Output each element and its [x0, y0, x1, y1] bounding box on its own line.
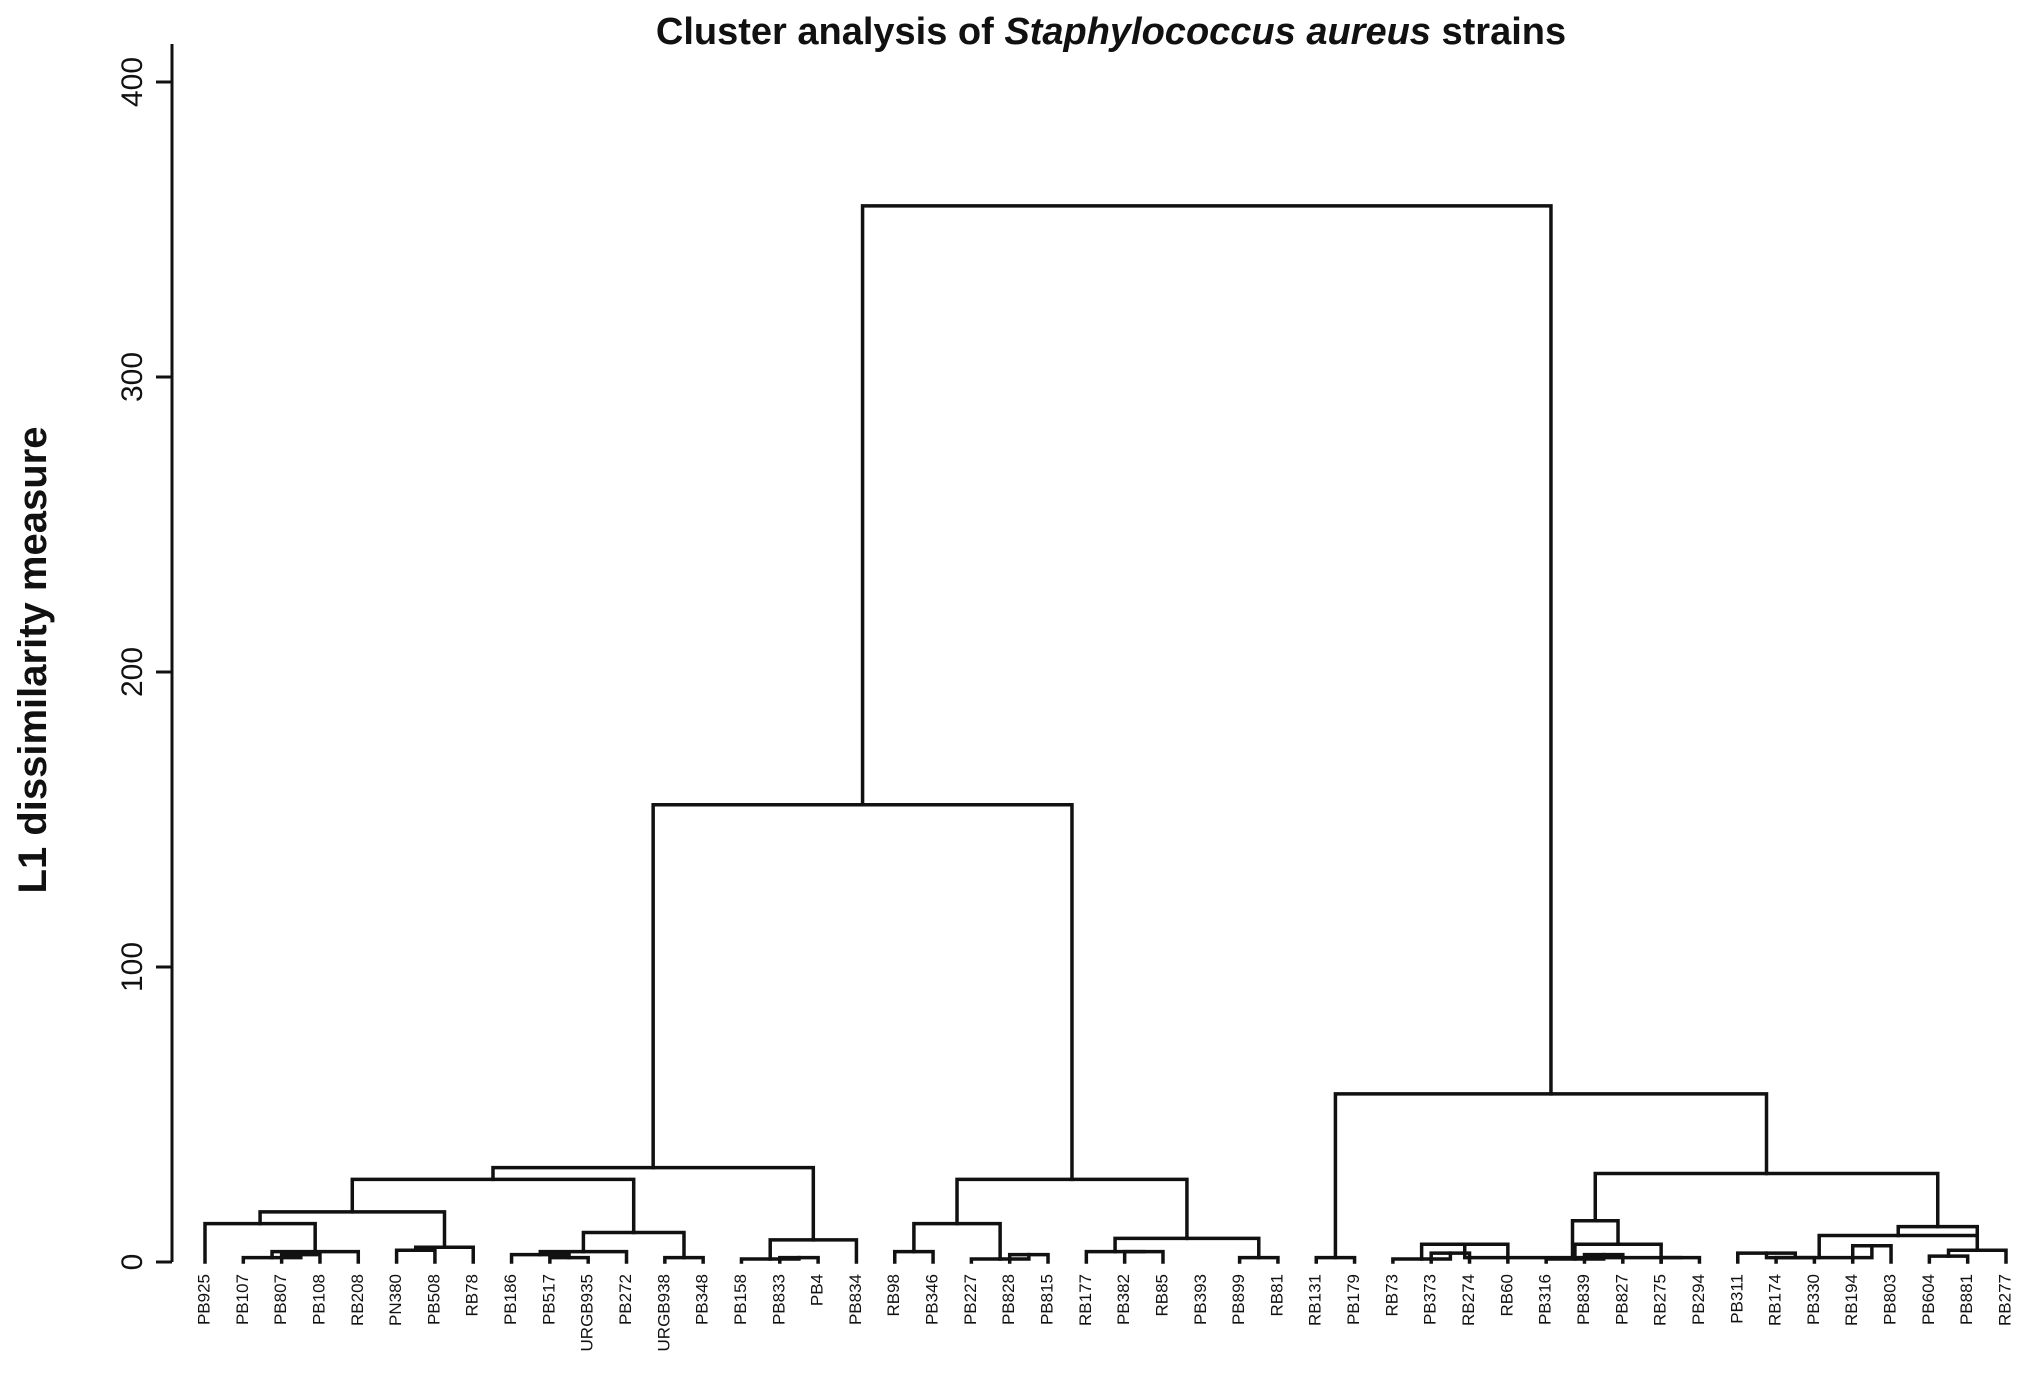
- dendrogram-link: [1896, 1224, 1980, 1252]
- dendrogram-link: [1084, 1249, 1146, 1264]
- leaf-label: PB604: [1919, 1274, 1938, 1325]
- dendrogram-links: [203, 204, 2008, 1264]
- leaf-label: RB78: [463, 1274, 482, 1317]
- chart-title: Cluster analysis of Staphylococcus aureu…: [656, 11, 1566, 53]
- dendrogram-link: [1462, 1242, 1683, 1260]
- leaf-label: RB81: [1267, 1274, 1286, 1317]
- y-tick-label: 200: [116, 647, 149, 697]
- y-tick-label: 400: [116, 57, 149, 107]
- dendrogram-link: [1593, 1171, 1940, 1229]
- leaf-label: RB177: [1076, 1274, 1095, 1326]
- dendrogram-link: [1570, 1218, 1620, 1260]
- dendrogram-link: [394, 1248, 437, 1264]
- leaf-label: RB174: [1766, 1274, 1785, 1326]
- leaf-label: PB828: [999, 1274, 1018, 1325]
- dendrogram-link: [1817, 1233, 1980, 1260]
- leaf-label: URGB938: [654, 1274, 673, 1351]
- dendrogram-link: [1333, 1092, 1769, 1260]
- y-tick-label: 0: [116, 1254, 149, 1271]
- dendrogram-link: [860, 204, 1553, 1096]
- y-axis-ticks: 0 100 200 300 400: [116, 57, 172, 1270]
- leaf-label: RB73: [1382, 1274, 1401, 1317]
- leaf-label: PB834: [846, 1274, 865, 1325]
- leaf-label: PB346: [923, 1274, 942, 1325]
- leaf-label: PB881: [1957, 1274, 1976, 1325]
- leaf-label: RB277: [1995, 1274, 2014, 1326]
- leaf-label: PB517: [539, 1274, 558, 1325]
- leaf-label: PB311: [1727, 1274, 1746, 1324]
- leaf-label: URGB935: [578, 1274, 597, 1351]
- leaf-label: PB827: [1612, 1274, 1631, 1325]
- leaf-label: RB60: [1497, 1274, 1516, 1317]
- leaf-label: PB899: [1229, 1274, 1248, 1325]
- dendrogram-link: [955, 1177, 1189, 1241]
- leaf-label: PB393: [1191, 1274, 1210, 1325]
- y-axis-label: L1 dissimilarity measure: [11, 427, 55, 894]
- leaf-label: PB815: [1038, 1274, 1057, 1325]
- chart-title-part-1: Cluster analysis of: [656, 11, 1004, 53]
- y-tick-label: 100: [116, 942, 149, 992]
- leaf-label: PB348: [693, 1274, 712, 1325]
- leaf-label: PB925: [194, 1274, 213, 1325]
- leaf-label: PB227: [961, 1274, 980, 1325]
- dendrogram-link: [912, 1221, 1002, 1261]
- leaf-label: PB330: [1804, 1274, 1823, 1325]
- dendrogram-link: [350, 1177, 636, 1235]
- leaf-label: PB803: [1881, 1274, 1900, 1325]
- leaf-label: PB179: [1344, 1274, 1363, 1325]
- leaf-label: PB4: [808, 1274, 827, 1306]
- leaf-label: RB98: [884, 1274, 903, 1317]
- leaf-label: PN380: [386, 1274, 405, 1326]
- leaf-label: PB158: [731, 1274, 750, 1325]
- leaf-label: RB274: [1459, 1274, 1478, 1326]
- leaf-label: RB208: [348, 1274, 367, 1326]
- leaf-label: PB508: [424, 1274, 443, 1325]
- leaf-label: RB131: [1306, 1274, 1325, 1326]
- leaf-label: PB373: [1421, 1274, 1440, 1325]
- dendrogram-link: [581, 1230, 686, 1260]
- leaf-label: PB382: [1114, 1274, 1133, 1325]
- leaf-label: RB85: [1152, 1274, 1171, 1317]
- leaf-labels: PB925 PB107 PB807 PB108 RB208 PN380 PB508 RB78 P…: [194, 1274, 2014, 1351]
- dendrogram-link: [651, 803, 1074, 1182]
- leaf-label: PB186: [501, 1274, 520, 1325]
- dendrogram-link: [258, 1210, 447, 1249]
- leaf-label: RB275: [1651, 1274, 1670, 1326]
- chart-title-part-2: Staphylococcus aureus: [1004, 11, 1431, 53]
- leaf-label: PB839: [1574, 1274, 1593, 1325]
- leaf-label: PB833: [769, 1274, 788, 1325]
- leaf-label: PB807: [271, 1274, 290, 1325]
- leaf-label: RB194: [1842, 1274, 1861, 1326]
- leaf-label: PB316: [1536, 1274, 1555, 1325]
- leaf-label: PB107: [233, 1274, 252, 1325]
- leaf-label: PB272: [616, 1274, 635, 1325]
- chart-title-part-3: strains: [1431, 11, 1566, 53]
- y-tick-label: 300: [116, 352, 149, 402]
- leaf-label: PB294: [1689, 1274, 1708, 1325]
- dendrogram-link: [1113, 1236, 1261, 1260]
- leaf-label: PB108: [309, 1274, 328, 1325]
